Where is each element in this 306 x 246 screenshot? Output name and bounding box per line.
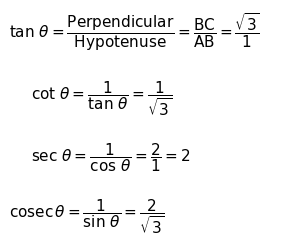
Text: $\cot\,\theta = \dfrac{1}{\tan\,\theta} = \dfrac{1}{\sqrt{3}}$: $\cot\,\theta = \dfrac{1}{\tan\,\theta} … (31, 79, 172, 118)
Text: $\tan\,\theta = \dfrac{\mathrm{Perpendicular}}{\mathrm{Hypotenuse}} = \dfrac{\ma: $\tan\,\theta = \dfrac{\mathrm{Perpendic… (9, 11, 260, 53)
Text: $\sec\,\theta = \dfrac{1}{\cos\,\theta} = \dfrac{2}{1} = 2$: $\sec\,\theta = \dfrac{1}{\cos\,\theta} … (31, 141, 190, 174)
Text: $\mathrm{cosec}\,\theta = \dfrac{1}{\sin\,\theta} = \dfrac{2}{\sqrt{3}}$: $\mathrm{cosec}\,\theta = \dfrac{1}{\sin… (9, 197, 165, 236)
